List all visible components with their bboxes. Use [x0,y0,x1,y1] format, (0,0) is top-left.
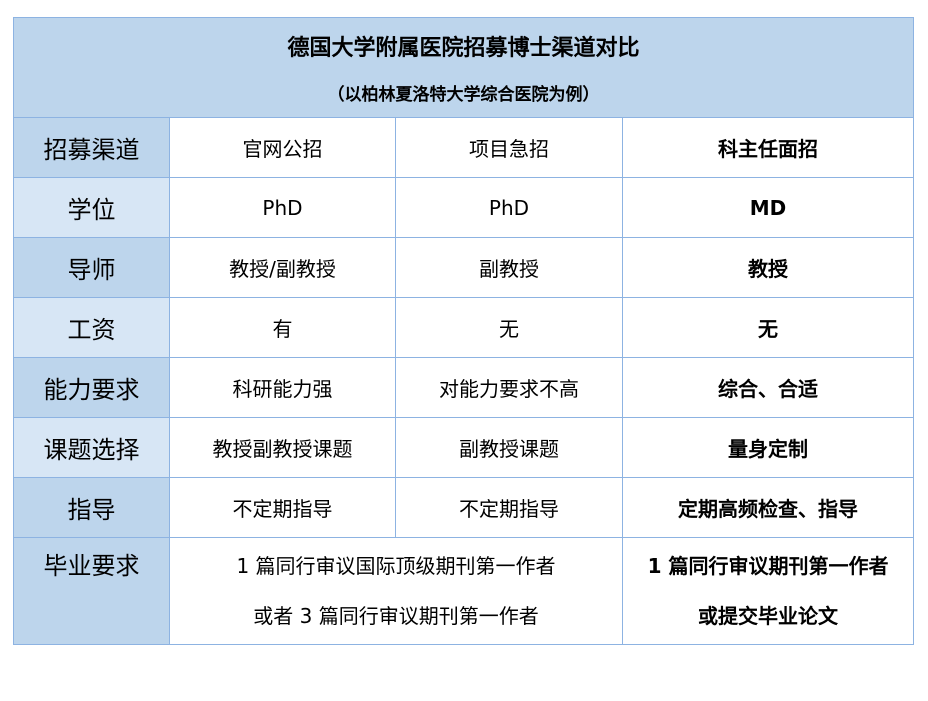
row-header: 招募渠道 [13,117,170,178]
table-row: 学位 PhD PhD MD [13,177,915,238]
table-row: 能力要求 科研能力强 对能力要求不高 综合、合适 [13,357,915,418]
cell-official: 教授/副教授 [169,237,396,298]
table-title: 德国大学附属医院招募博士渠道对比 [287,36,640,61]
cell-project: 对能力要求不高 [395,357,623,418]
cell-official: PhD [169,177,396,238]
cell-official: 官网公招 [169,117,396,178]
row-header: 指导 [13,477,170,538]
cell-director: 综合、合适 [621,357,915,418]
cell-official: 不定期指导 [169,477,396,538]
row-header: 毕业要求 [13,537,170,645]
graduation-phd-line2: 或者 3 篇同行审议期刊第一作者 [253,604,539,628]
cell-project: 无 [395,297,623,358]
cell-director: 量身定制 [621,417,915,478]
table-header: 德国大学附属医院招募博士渠道对比 （以柏林夏洛特大学综合医院为例） [12,17,915,118]
comparison-table: 德国大学附属医院招募博士渠道对比 （以柏林夏洛特大学综合医院为例） 招募渠道 官网… [12,17,915,645]
cell-project: 副教授 [395,237,623,298]
graduation-phd-cell: 1 篇同行审议国际顶级期刊第一作者 或者 3 篇同行审议期刊第一作者 [169,537,623,645]
table-row: 导师 教授/副教授 副教授 教授 [13,237,915,298]
table-row: 课题选择 教授副教授课题 副教授课题 量身定制 [13,417,915,478]
cell-official: 科研能力强 [169,357,396,418]
cell-project: PhD [395,177,623,238]
row-header: 导师 [13,237,170,298]
cell-official: 教授副教授课题 [169,417,396,478]
cell-director: 定期高频检查、指导 [621,477,915,538]
row-header: 工资 [13,297,170,358]
cell-director: 无 [621,297,915,358]
cell-project: 副教授课题 [395,417,623,478]
table-subtitle: （以柏林夏洛特大学综合医院为例） [327,85,600,105]
cell-director: MD [621,177,915,238]
cell-project: 不定期指导 [395,477,623,538]
graduation-md-cell: 1 篇同行审议期刊第一作者 或提交毕业论文 [621,537,915,645]
cell-director: 教授 [621,237,915,298]
row-header: 学位 [13,177,170,238]
cell-director: 科主任面招 [621,117,915,178]
row-header: 能力要求 [13,357,170,418]
table-row: 工资有无无 [13,297,915,358]
graduation-phd-line1: 1 篇同行审议国际顶级期刊第一作者 [236,554,556,578]
table-row-graduation: 毕业要求 1 篇同行审议国际顶级期刊第一作者 或者 3 篇同行审议期刊第一作者 … [13,537,915,645]
row-header: 课题选择 [13,417,170,478]
cell-official: 有 [169,297,396,358]
table-row: 指导 不定期指导 不定期指导 定期高频检查、指导 [13,477,915,538]
table-row: 招募渠道 官网公招 项目急招 科主任面招 [13,117,915,178]
graduation-md-line2: 或提交毕业论文 [698,604,838,628]
cell-project: 项目急招 [395,117,623,178]
graduation-md-line1: 1 篇同行审议期刊第一作者 [647,554,889,578]
